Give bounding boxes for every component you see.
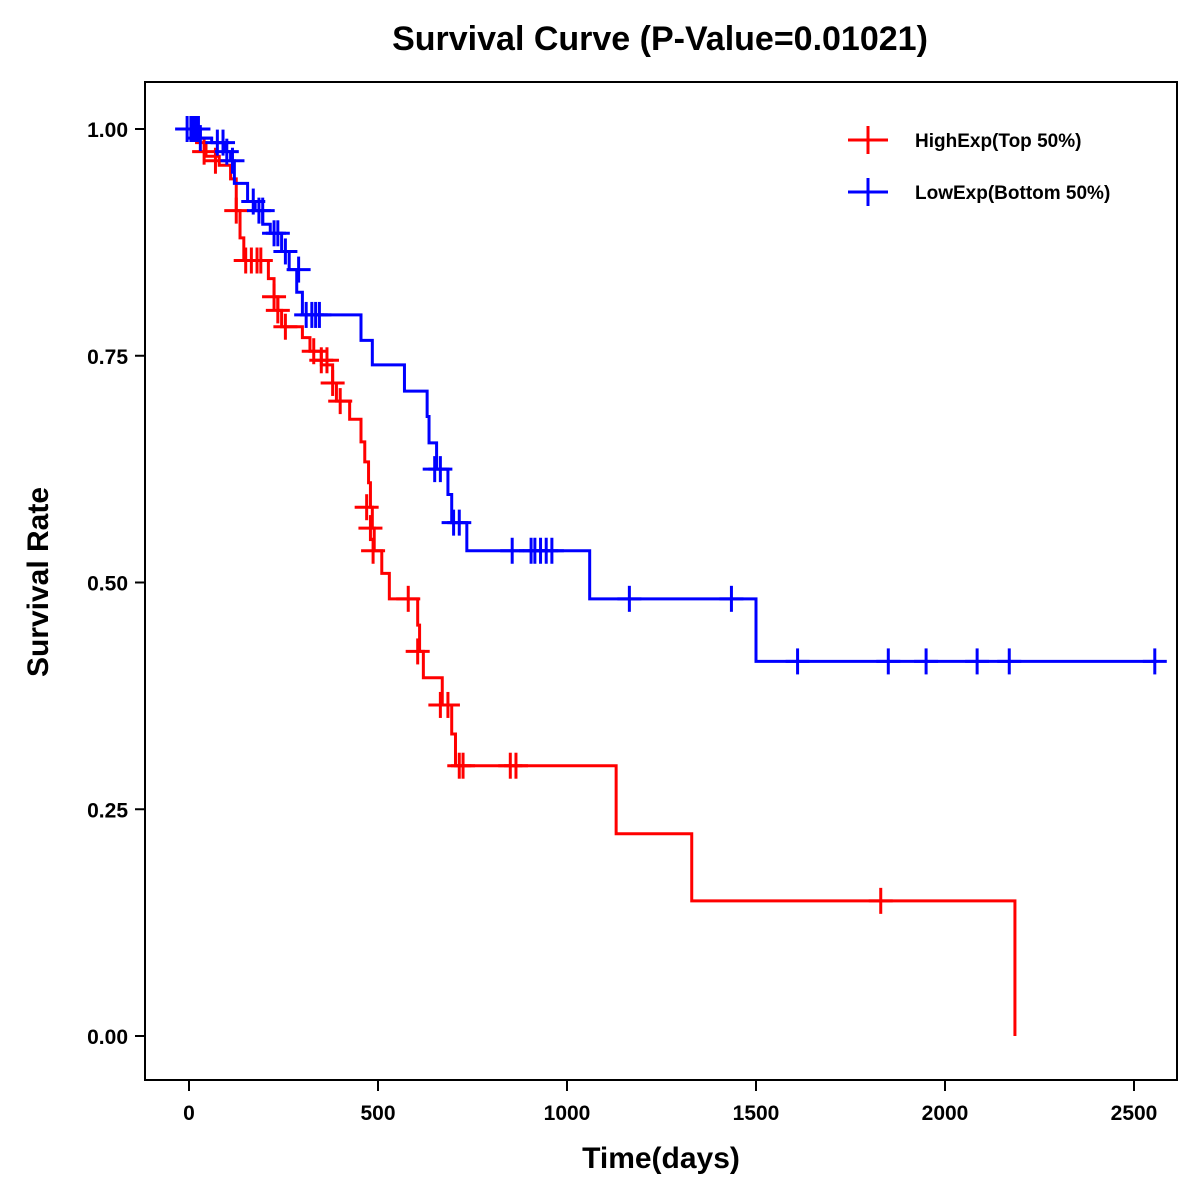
censor-mark <box>358 515 383 542</box>
censor-mark <box>617 585 642 612</box>
legend-item-low: LowExp(Bottom 50%) <box>848 178 1110 206</box>
legend-item-high: HighExp(Top 50%) <box>848 126 1081 154</box>
censor-mark <box>273 238 298 265</box>
plot-frame <box>144 81 1178 1081</box>
censor-mark <box>447 509 472 536</box>
censor-mark <box>868 887 893 914</box>
censor-mark <box>265 297 290 324</box>
censor-mark <box>273 313 298 340</box>
y-tick-label: 1.00 <box>87 119 128 142</box>
survival-curve-line <box>189 127 1157 663</box>
censor-mark <box>451 752 476 779</box>
censor-mark <box>320 369 345 396</box>
censor-mark <box>503 752 528 779</box>
series-layer <box>175 116 1167 1036</box>
censor-mark <box>1142 648 1167 675</box>
censor-mark <box>188 125 213 152</box>
censor-mark <box>328 388 353 415</box>
legend: HighExp(Top 50%) LowExp(Bottom 50%) <box>848 126 1110 206</box>
censor-mark <box>224 197 249 224</box>
x-axis: 0 500 1000 1500 2000 2500 <box>183 1080 1157 1125</box>
censor-mark <box>248 247 273 274</box>
censor-mark <box>965 648 990 675</box>
censor-mark <box>997 648 1022 675</box>
x-tick-label: 1500 <box>733 1102 780 1125</box>
x-axis-label: Time(days) <box>582 1142 740 1175</box>
censor-mark <box>428 456 453 483</box>
y-tick-label: 0.50 <box>87 573 128 596</box>
y-axis: 0.00 0.25 0.50 0.75 1.00 <box>87 119 145 1049</box>
legend-label-high: HighExp(Top 50%) <box>915 131 1081 152</box>
chart-title: Survival Curve (P-Value=0.01021) <box>392 20 928 58</box>
censor-mark <box>435 691 460 718</box>
censor-mark <box>539 537 564 564</box>
censor-mark <box>876 648 901 675</box>
x-tick-label: 500 <box>360 1102 395 1125</box>
censor-mark <box>220 147 245 174</box>
y-axis-label: Survival Rate <box>22 487 55 677</box>
censor-mark <box>914 648 939 675</box>
censor-mark <box>250 197 275 224</box>
censor-mark <box>785 648 810 675</box>
x-tick-label: 2500 <box>1111 1102 1158 1125</box>
censor-mark <box>286 256 311 283</box>
censor-mark <box>354 494 379 521</box>
y-tick-label: 0.25 <box>87 799 128 822</box>
censor-mark <box>314 347 339 374</box>
y-tick-label: 0.75 <box>87 346 128 369</box>
series-high-exp <box>189 127 1017 1036</box>
censor-mark <box>719 585 744 612</box>
censor-mark <box>307 301 332 328</box>
censor-mark <box>405 638 430 665</box>
survival-curve-line <box>189 127 1017 1036</box>
censor-mark <box>262 283 287 310</box>
x-tick-label: 2000 <box>922 1102 969 1125</box>
y-tick-label: 0.00 <box>87 1026 128 1049</box>
censor-mark <box>361 537 386 564</box>
x-tick-label: 1000 <box>544 1102 591 1125</box>
series-low-exp <box>175 116 1167 675</box>
censor-mark <box>265 220 290 247</box>
censor-mark <box>396 585 421 612</box>
legend-label-low: LowExp(Bottom 50%) <box>915 183 1110 204</box>
x-tick-label: 0 <box>183 1102 195 1125</box>
